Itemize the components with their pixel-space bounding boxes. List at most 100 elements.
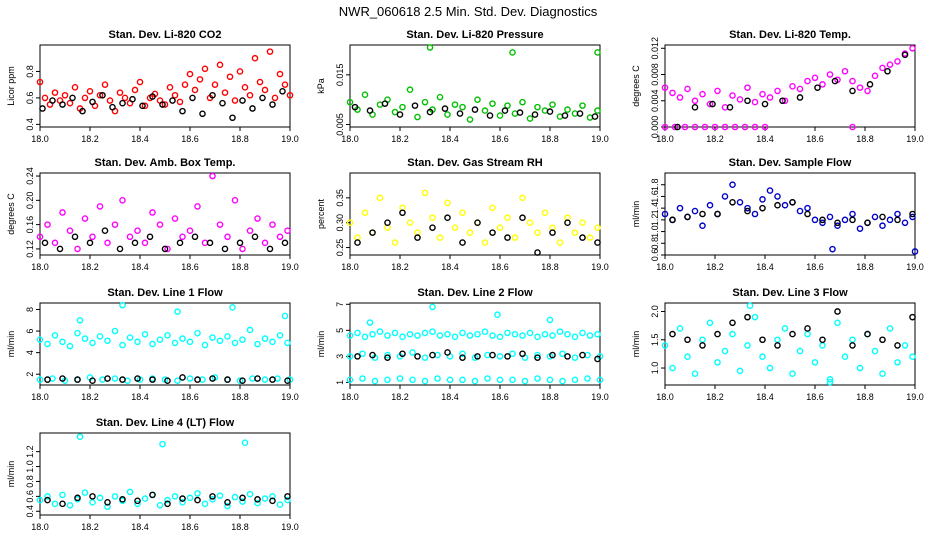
series-lower-band [346,375,604,385]
data-point [746,302,754,310]
data-point [164,332,171,339]
series-2-5-min [669,308,916,349]
data-point [474,96,481,103]
x-tick-label: 18.8 [231,134,249,144]
data-point [676,204,684,212]
data-point [594,239,601,246]
data-point [519,350,526,358]
data-point [699,210,706,218]
data-point [149,376,156,383]
panel-10: Stan. Dev. Line 4 (LT) Flow ml/min 18.0 18.… [6,417,299,532]
data-point [526,329,534,337]
x-tick-label: 18.2 [391,262,409,272]
data-point [511,330,519,338]
data-point [399,350,406,358]
x-tick-label: 18.4 [756,134,774,144]
data-point [104,337,111,345]
data-point [414,113,421,121]
y-tick-label: 0.30 [335,214,345,232]
data-point [444,349,451,356]
data-point [796,85,804,93]
data-point [496,353,504,360]
data-point [856,225,864,232]
y-tick-label: 6 [25,329,35,334]
data-point [246,490,254,498]
data-point [376,328,384,335]
series-all [661,181,916,232]
data-point [156,336,164,343]
data-point [744,342,751,349]
series-2-5-min [39,87,286,122]
data-point [894,210,901,218]
plot-frame [664,44,916,128]
data-point [911,248,919,255]
data-point [81,335,89,342]
data-point [134,375,141,382]
data-point [89,339,96,347]
data-point [579,329,586,337]
data-point [384,376,391,384]
y-tick-label: 3 [335,354,345,359]
data-point [459,103,466,111]
data-point [271,94,279,102]
data-point [251,233,259,241]
data-point [194,490,201,497]
data-point [766,94,774,101]
data-point [729,319,736,327]
data-point [561,112,569,119]
data-point [781,201,789,209]
data-point [549,351,556,359]
data-point [279,87,286,95]
series-outliers [746,302,834,386]
data-point [676,94,684,101]
data-point [384,219,391,226]
data-point [69,94,76,102]
x-tick-label: 18.8 [231,262,249,272]
data-point [99,91,106,99]
data-point [886,61,894,68]
data-point [879,64,886,72]
data-point [849,87,856,95]
data-point [421,377,429,385]
data-point [594,355,601,363]
data-point [261,335,269,342]
data-point [736,367,744,375]
data-point [186,494,194,502]
data-point [526,115,534,122]
data-point [489,332,496,339]
x-tick-label: 18.0 [656,134,674,144]
y-tick-label: 1.8 [650,178,660,191]
data-point [251,54,259,62]
x-tick-label: 18.6 [181,262,199,272]
data-point [146,233,154,241]
data-point [894,359,901,366]
y-tick-label: 1.0 [25,460,35,473]
data-point [36,78,44,86]
data-point [199,110,206,118]
data-point [224,233,231,241]
data-point [284,496,291,504]
data-point [141,330,149,338]
data-point [804,204,811,212]
data-point [909,313,916,321]
data-point [669,216,676,224]
data-point [564,330,571,338]
data-point [841,353,849,361]
data-point [706,100,714,108]
data-point [346,219,354,226]
data-point [886,325,894,332]
data-point [66,502,74,509]
data-point [866,81,874,88]
data-point [421,189,429,197]
data-point [354,239,361,246]
series-middle-band [346,349,604,361]
data-point [224,333,231,340]
data-point [481,328,489,335]
data-point [699,90,706,98]
series-2-5-min [669,198,916,227]
data-point [849,216,856,224]
data-point [406,219,414,226]
data-point [371,377,379,385]
data-point [369,351,376,359]
data-point [729,92,736,99]
